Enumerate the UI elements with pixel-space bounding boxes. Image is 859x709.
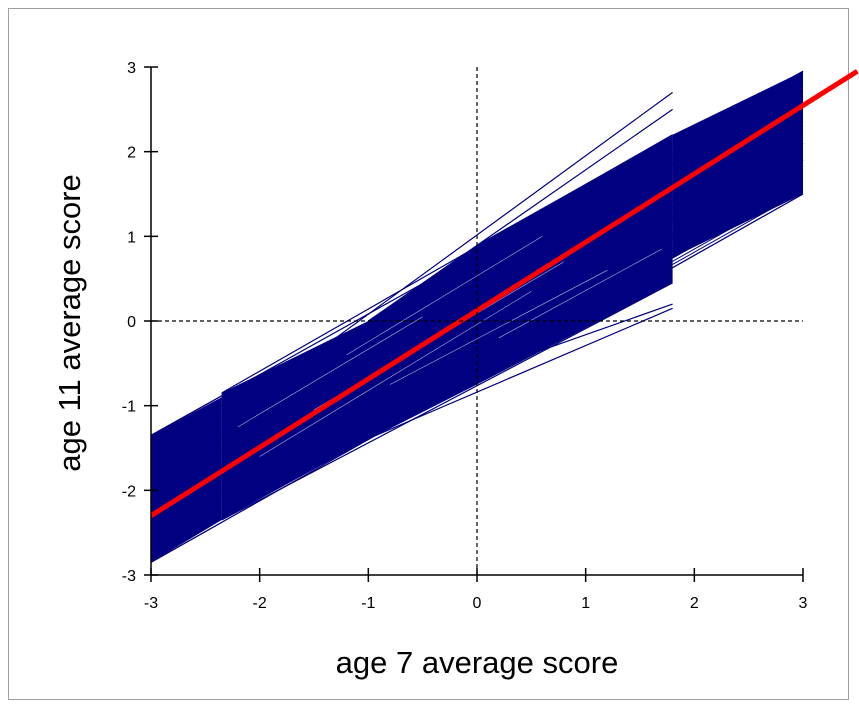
school-line-fan <box>151 395 222 436</box>
school-line-fan <box>151 521 222 563</box>
x-tick-label: 1 <box>581 595 590 612</box>
band-gap <box>237 316 423 428</box>
x-tick-label: 2 <box>690 595 699 612</box>
average-regression-line <box>151 69 859 518</box>
band-gap <box>346 236 543 356</box>
x-tick-label: 3 <box>799 595 808 612</box>
x-tick-label: 0 <box>473 595 482 612</box>
y-tick-label: 3 <box>127 60 136 77</box>
y-tick-label: -2 <box>122 483 136 500</box>
band-gap <box>389 269 608 385</box>
y-axis-label: age 11 average score <box>52 174 87 472</box>
band-gap <box>498 248 662 339</box>
x-tick-label: -1 <box>361 595 375 612</box>
school-line <box>335 91 673 339</box>
y-tick-label: -1 <box>122 399 136 416</box>
school-line <box>221 282 673 521</box>
band-gap <box>259 291 532 457</box>
y-tick-label: 0 <box>127 314 136 331</box>
school-lines-band-2 <box>672 71 803 258</box>
y-tick-label: -3 <box>122 568 136 585</box>
school-lines-band-1 <box>151 397 222 563</box>
school-line <box>346 307 673 449</box>
x-tick-label: -2 <box>253 595 267 612</box>
x-axis-label: age 7 average score <box>336 645 619 680</box>
x-tick-label: -3 <box>144 595 158 612</box>
school-line-fan <box>672 193 804 269</box>
y-tick-label: 2 <box>127 145 136 162</box>
y-tick-label: 1 <box>127 229 136 246</box>
